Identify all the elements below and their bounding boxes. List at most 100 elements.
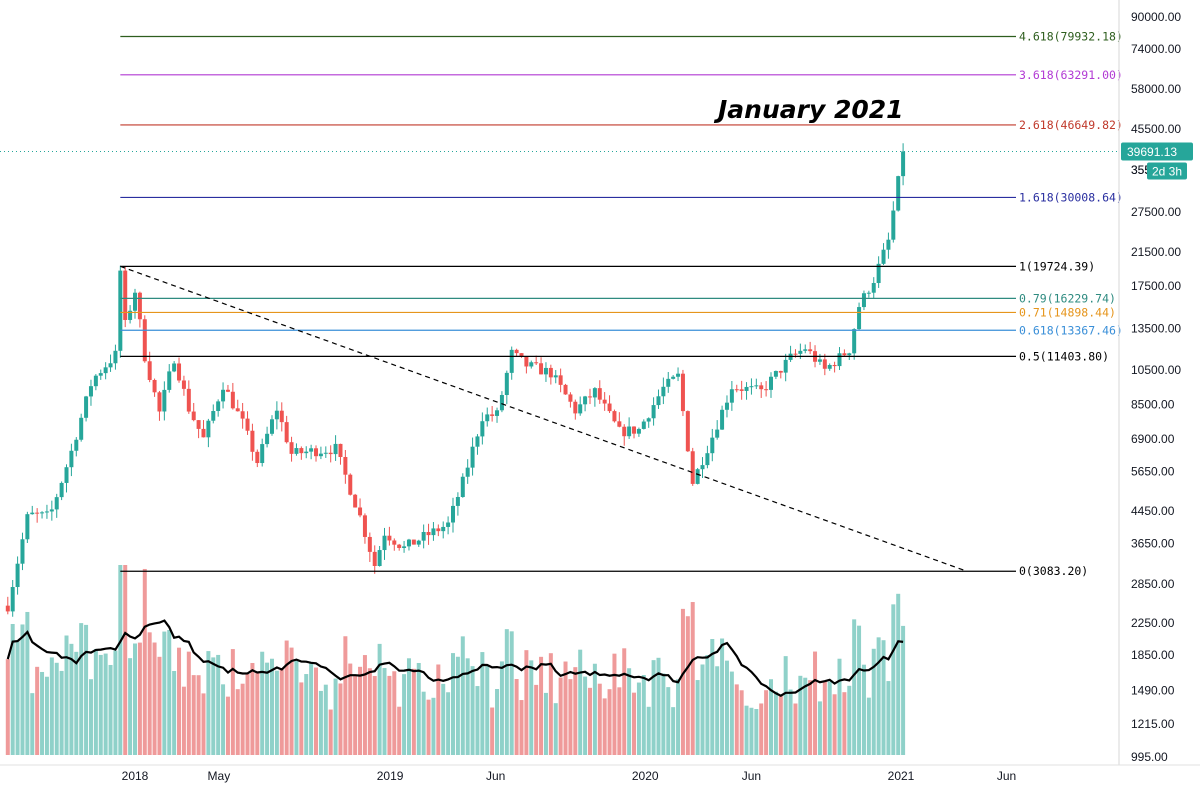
candle-body <box>641 421 646 429</box>
volume-bar <box>152 642 157 755</box>
volume-bar <box>822 680 827 755</box>
candle-body <box>98 373 103 376</box>
candle-body <box>754 385 759 387</box>
candle-body <box>607 403 612 412</box>
volume-bar <box>563 661 568 755</box>
volume-bar <box>289 647 294 755</box>
price-axis[interactable]: 90000.0074000.0058000.0045500.0035500.00… <box>1118 0 1181 765</box>
volume-bar <box>172 671 177 755</box>
volume-bar <box>783 656 788 755</box>
price-tick-label: 17500.00 <box>1131 279 1181 293</box>
candle-body <box>162 389 167 412</box>
candle-body <box>509 349 514 373</box>
volume-bar <box>769 679 774 755</box>
volume-bar <box>323 684 328 755</box>
volume-bar <box>876 637 881 755</box>
candle-body <box>397 544 402 548</box>
candle-body <box>108 363 113 368</box>
candle-body <box>573 401 578 414</box>
candle-body <box>734 389 739 391</box>
candle-body <box>367 536 372 552</box>
volume-bar <box>891 604 896 755</box>
candle-body <box>167 371 172 390</box>
candle-body <box>661 386 666 397</box>
fibonacci-levels[interactable]: 4.618(79932.18) 3.618(63291.00) 2.618(4664… <box>120 29 1123 578</box>
volume-bar <box>587 687 592 755</box>
volume-bar <box>548 653 553 755</box>
time-tick-label: Jun <box>742 769 761 783</box>
candle-body <box>446 522 451 527</box>
volume-bar <box>871 648 876 755</box>
candle-body <box>568 394 573 402</box>
fib-level-label: 0(3083.20) <box>1019 564 1088 578</box>
volume-bar <box>274 670 279 755</box>
candle-body <box>25 514 30 540</box>
candle-body <box>265 433 270 445</box>
candle-body <box>377 550 382 566</box>
candle-body <box>632 426 637 434</box>
volume-bar <box>211 657 216 755</box>
volume-bar <box>553 703 558 755</box>
price-tick-label: 21500.00 <box>1131 245 1181 259</box>
time-tick-label: 2020 <box>632 769 659 783</box>
price-tick-label: 2850.00 <box>1131 577 1175 591</box>
candle-body <box>358 507 363 516</box>
volume-bar <box>509 631 514 755</box>
volume-bar <box>79 623 84 755</box>
volume-bar <box>216 654 221 755</box>
price-tick-label: 3650.00 <box>1131 536 1175 550</box>
volume-bar <box>690 602 695 755</box>
candle-body <box>803 349 808 351</box>
candle-body <box>470 446 475 468</box>
volume-bar <box>754 709 759 755</box>
candle-body <box>861 293 866 308</box>
volume-bar <box>558 677 563 755</box>
candle-body <box>529 362 534 367</box>
candle-body <box>627 426 632 437</box>
candle-body <box>715 429 720 438</box>
volume-bar <box>861 664 866 755</box>
candle-body <box>436 528 441 532</box>
candle-body <box>304 451 309 454</box>
volume-bar <box>583 676 588 755</box>
volume-bar <box>421 691 426 755</box>
candle-body <box>74 439 79 451</box>
candle-body <box>402 546 407 548</box>
volume-bar <box>710 639 715 755</box>
candle-body <box>759 385 764 390</box>
candle-body <box>59 482 64 498</box>
candle-body <box>392 540 397 545</box>
candle-body <box>245 418 250 431</box>
candle-body <box>172 363 177 372</box>
volume-bar <box>465 658 470 755</box>
volume-bar <box>700 664 705 755</box>
descending-trendline[interactable] <box>120 265 967 572</box>
candle-body <box>216 401 221 412</box>
candle-body <box>133 292 137 311</box>
fib-level-label: 3.618(63291.00) <box>1019 68 1123 82</box>
time-axis[interactable]: 2018 May 2019 Jun 2020 Jun 2021 Jun <box>0 764 1200 783</box>
candle-body <box>617 421 622 427</box>
volume-bar <box>318 690 323 755</box>
candle-body <box>729 389 734 403</box>
fib-level-label: 0.71(14898.44) <box>1019 305 1116 319</box>
candle-body <box>314 448 319 457</box>
candle-body <box>539 363 544 375</box>
volume-bar <box>59 670 64 755</box>
volume-bar <box>44 676 49 755</box>
volume-bar <box>886 681 891 755</box>
volume-bar <box>578 649 583 755</box>
time-tick-label: Jun <box>486 769 505 783</box>
candle-body <box>206 420 211 438</box>
candle-body <box>201 428 206 438</box>
candle-body <box>646 418 651 422</box>
volume-bar <box>901 625 906 755</box>
trendline-layer[interactable] <box>120 265 967 572</box>
candle-body <box>891 210 896 240</box>
volume-bar <box>304 674 309 755</box>
candle-body <box>676 373 681 377</box>
candle-body <box>211 411 216 421</box>
candle-body <box>504 372 509 396</box>
candle-body <box>294 448 299 454</box>
